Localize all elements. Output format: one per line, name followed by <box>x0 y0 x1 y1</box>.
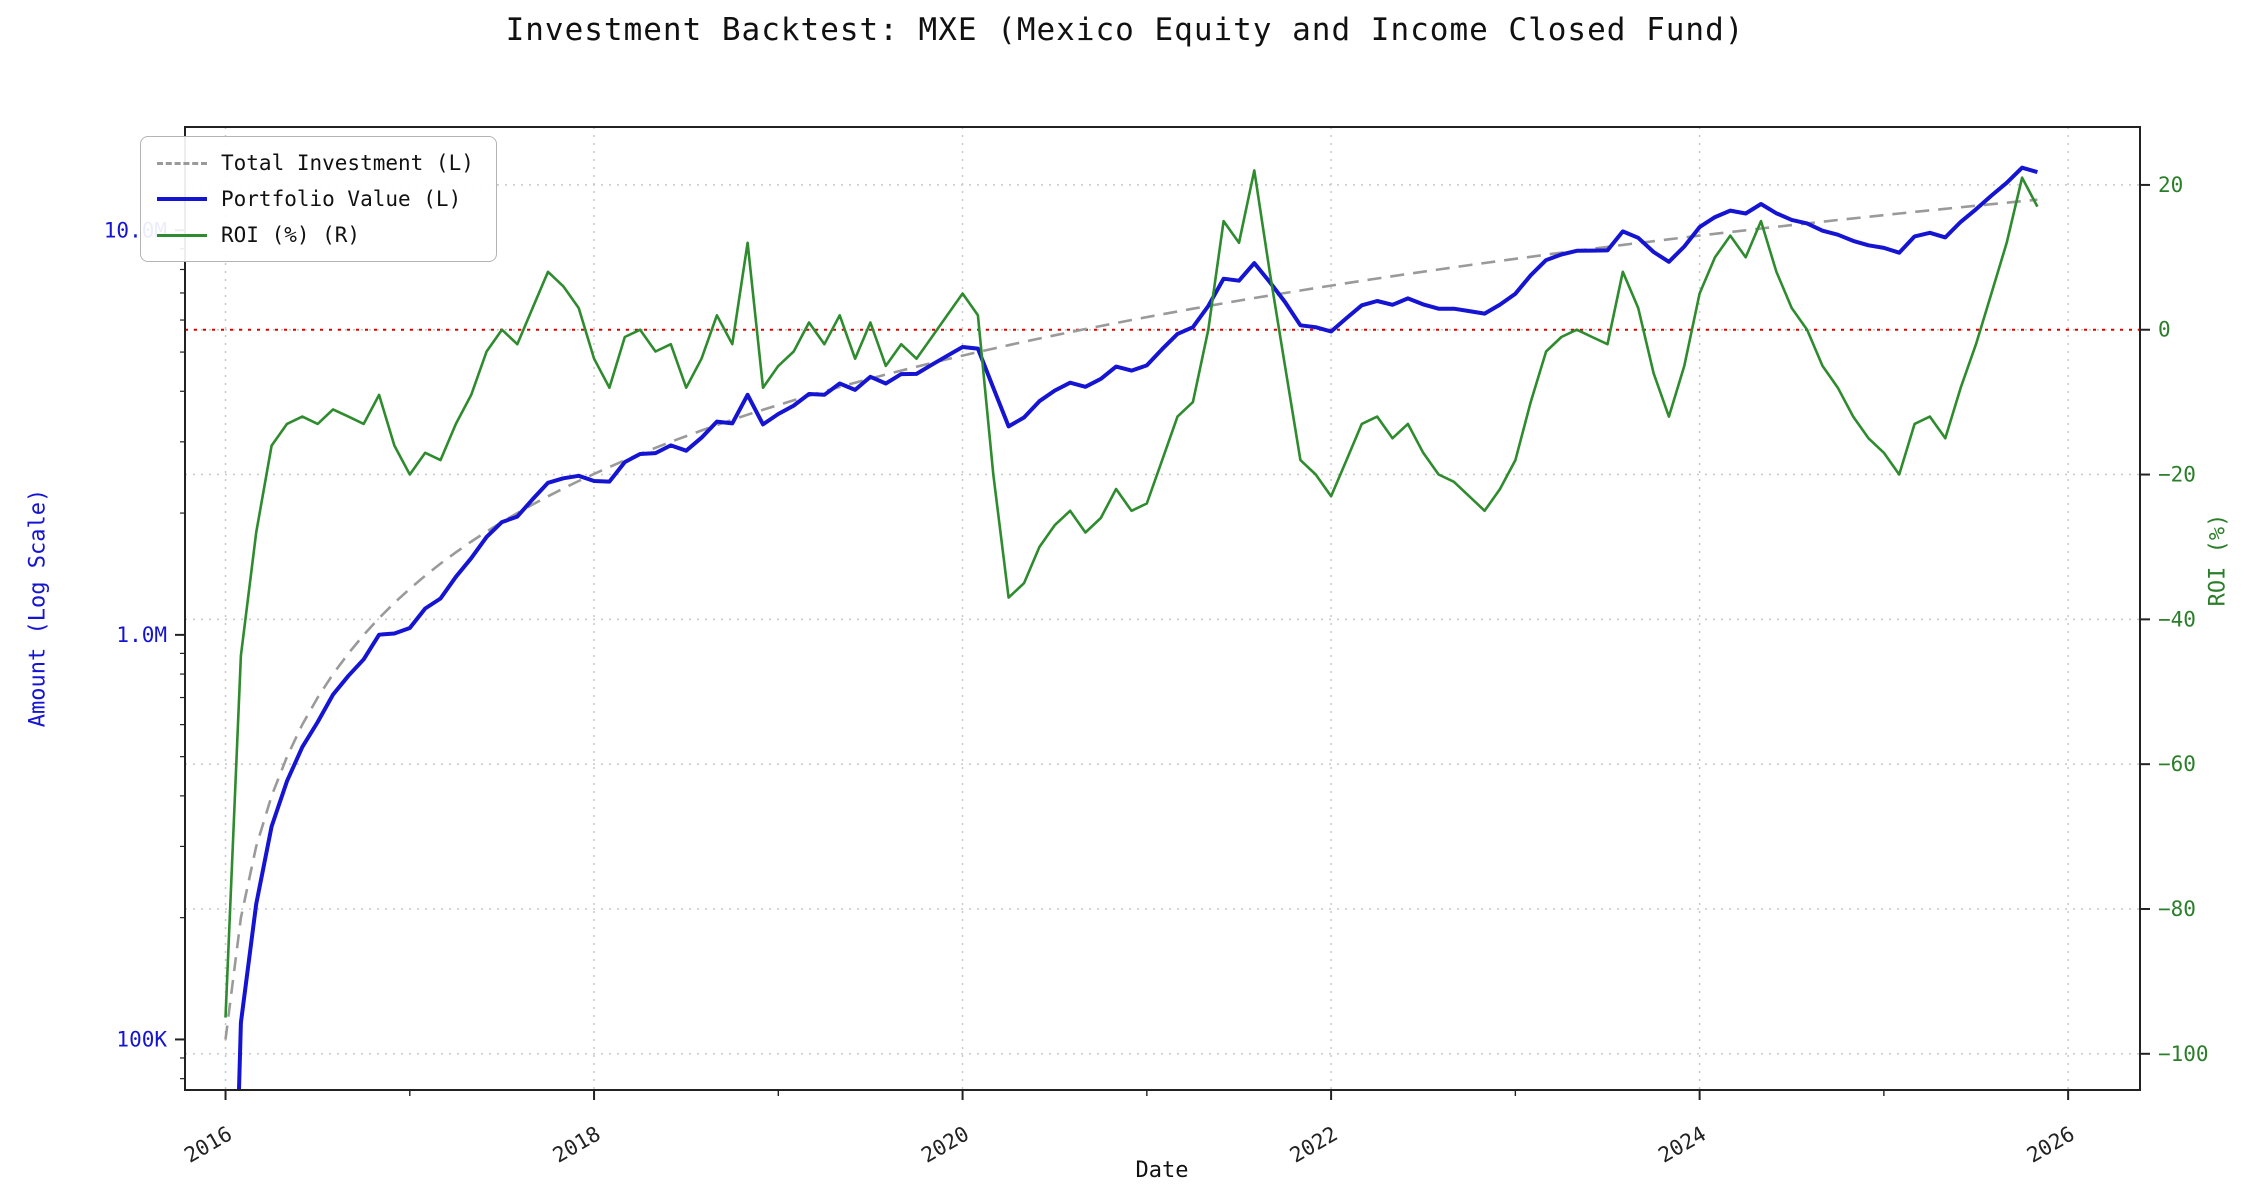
svg-text:−40: −40 <box>2158 607 2196 631</box>
legend-item-total-investment: Total Investment (L) <box>157 151 474 175</box>
legend: Total Investment (L) Portfolio Value (L)… <box>140 136 497 262</box>
svg-text:−80: −80 <box>2158 897 2196 921</box>
svg-text:−60: −60 <box>2158 752 2196 776</box>
portfolio-value-line-sample <box>157 197 207 201</box>
svg-text:2022: 2022 <box>1286 1122 1342 1168</box>
legend-item-portfolio-value: Portfolio Value (L) <box>157 187 474 211</box>
roi-line-sample <box>157 233 207 237</box>
svg-text:1.0M: 1.0M <box>116 623 167 647</box>
svg-text:20: 20 <box>2158 173 2183 197</box>
svg-text:100K: 100K <box>116 1027 167 1051</box>
left-axis-label: Amount (Log Scale) <box>25 488 51 728</box>
svg-text:−20: −20 <box>2158 463 2196 487</box>
right-axis-label: ROI (%) <box>2205 513 2231 607</box>
svg-text:2016: 2016 <box>180 1122 236 1168</box>
svg-text:2018: 2018 <box>549 1122 605 1168</box>
x-axis-label: Date <box>1135 1158 1189 1183</box>
svg-text:2024: 2024 <box>1654 1122 1710 1168</box>
legend-item-roi: ROI (%) (R) <box>157 223 474 247</box>
legend-label-roi: ROI (%) (R) <box>221 223 361 247</box>
svg-text:−100: −100 <box>2158 1042 2209 1066</box>
svg-text:2020: 2020 <box>917 1122 973 1168</box>
svg-text:0: 0 <box>2158 318 2171 342</box>
legend-label-portfolio-value: Portfolio Value (L) <box>221 187 462 211</box>
chart-title: Investment Backtest: MXE (Mexico Equity … <box>505 12 1745 48</box>
legend-label-total-investment: Total Investment (L) <box>221 151 474 175</box>
svg-text:2026: 2026 <box>2023 1122 2079 1168</box>
total-investment-line-sample <box>157 161 207 165</box>
